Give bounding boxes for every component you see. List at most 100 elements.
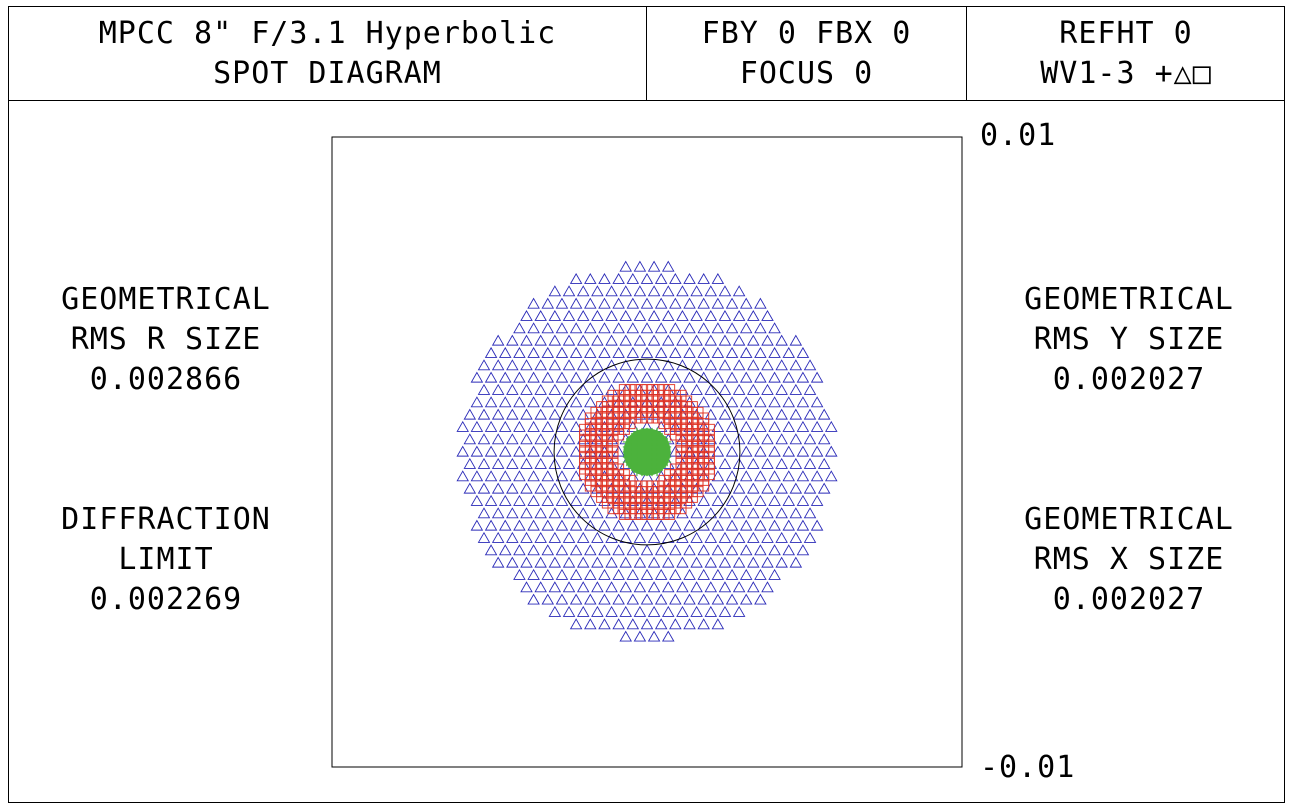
triangle-marker [491, 433, 505, 445]
triangle-marker [569, 470, 583, 482]
triangle-marker [498, 445, 512, 457]
square-marker [635, 412, 647, 424]
triangle-marker [654, 568, 668, 580]
square-marker [630, 497, 642, 509]
triangle-marker [725, 544, 739, 556]
triangle-marker [711, 396, 725, 408]
square-marker [686, 401, 698, 413]
square-marker [686, 429, 698, 441]
square-marker [596, 457, 608, 469]
square-marker [584, 480, 596, 492]
square-marker [664, 384, 676, 396]
triangle-marker [718, 581, 732, 593]
square-marker [652, 486, 664, 498]
triangle-marker [676, 285, 689, 297]
square-marker [641, 412, 653, 424]
square-marker [635, 497, 647, 509]
square-marker [584, 440, 596, 452]
triangle-marker [725, 420, 739, 432]
triangle-marker [683, 322, 696, 334]
triangle-marker [555, 322, 569, 334]
triangle-marker [754, 322, 767, 334]
square-marker [686, 423, 698, 435]
triangle-marker [669, 371, 682, 383]
triangle-marker [520, 581, 533, 593]
triangle-marker [654, 593, 668, 605]
square-marker [613, 463, 625, 475]
triangle-marker [612, 544, 625, 556]
triangle-marker [754, 396, 767, 408]
triangle-marker [584, 618, 597, 630]
triangle-marker [633, 408, 647, 420]
triangle-marker [633, 605, 647, 617]
triangle-marker [739, 371, 753, 383]
triangle-marker [683, 519, 696, 531]
square-marker [635, 480, 647, 492]
triangle-marker [527, 593, 540, 605]
square-marker [703, 463, 715, 475]
square-marker [630, 389, 642, 401]
triangle-marker [768, 420, 781, 432]
triangle-marker [661, 630, 675, 642]
triangle-marker [747, 457, 760, 469]
square-marker [607, 486, 619, 498]
square-marker [607, 389, 619, 401]
triangle-marker [690, 433, 703, 445]
triangle-marker [605, 556, 618, 568]
triangle-marker [718, 433, 732, 445]
triangle-marker [661, 605, 675, 617]
square-marker [698, 452, 710, 464]
triangle-marker [803, 433, 817, 445]
triangle-marker [647, 309, 661, 321]
square-marker [584, 457, 596, 469]
square-marker [596, 435, 608, 447]
square-marker [601, 395, 613, 407]
triangle-marker [576, 507, 590, 519]
square-marker [613, 486, 625, 498]
reference-block: REFHT 0 WV1-3 +△□ [967, 6, 1285, 101]
rms-y-line2: RMS Y SIZE [1033, 322, 1225, 357]
triangle-marker [584, 272, 597, 284]
triangle-marker [747, 359, 760, 371]
square-marker [596, 406, 608, 418]
triangle-marker [810, 420, 824, 432]
triangle-marker [534, 581, 547, 593]
triangle-marker [768, 322, 781, 334]
triangle-marker [541, 568, 555, 580]
triangle-marker [484, 494, 498, 506]
square-marker [675, 503, 687, 515]
triangle-marker [732, 285, 746, 297]
triangle-marker [654, 297, 668, 309]
square-marker [618, 503, 630, 515]
square-marker [607, 395, 619, 407]
triangle-marker [520, 383, 533, 395]
triangle-marker [513, 322, 526, 334]
triangle-marker [541, 420, 555, 432]
triangle-marker [555, 420, 569, 432]
square-marker [658, 412, 670, 424]
triangle-marker [626, 593, 640, 605]
triangle-marker [789, 531, 803, 543]
triangle-marker [711, 322, 725, 334]
square-marker [635, 401, 647, 413]
triangle-marker [562, 334, 576, 346]
triangle-marker [548, 531, 562, 543]
rms-y-value: 0.002027 [1052, 362, 1206, 397]
square-marker [584, 423, 596, 435]
square-marker [641, 497, 653, 509]
square-marker [664, 508, 676, 520]
plot-box [331, 136, 963, 768]
triangle-marker [598, 322, 611, 334]
triangle-marker [591, 433, 604, 445]
triangle-marker [569, 593, 583, 605]
square-marker [675, 469, 687, 481]
triangle-marker [789, 507, 803, 519]
triangle-marker [569, 272, 583, 284]
square-marker [607, 440, 619, 452]
square-marker [635, 406, 647, 418]
square-marker [658, 406, 670, 418]
square-marker [584, 429, 596, 441]
triangle-marker [569, 568, 583, 580]
triangle-marker [690, 309, 703, 321]
square-marker [635, 389, 647, 401]
